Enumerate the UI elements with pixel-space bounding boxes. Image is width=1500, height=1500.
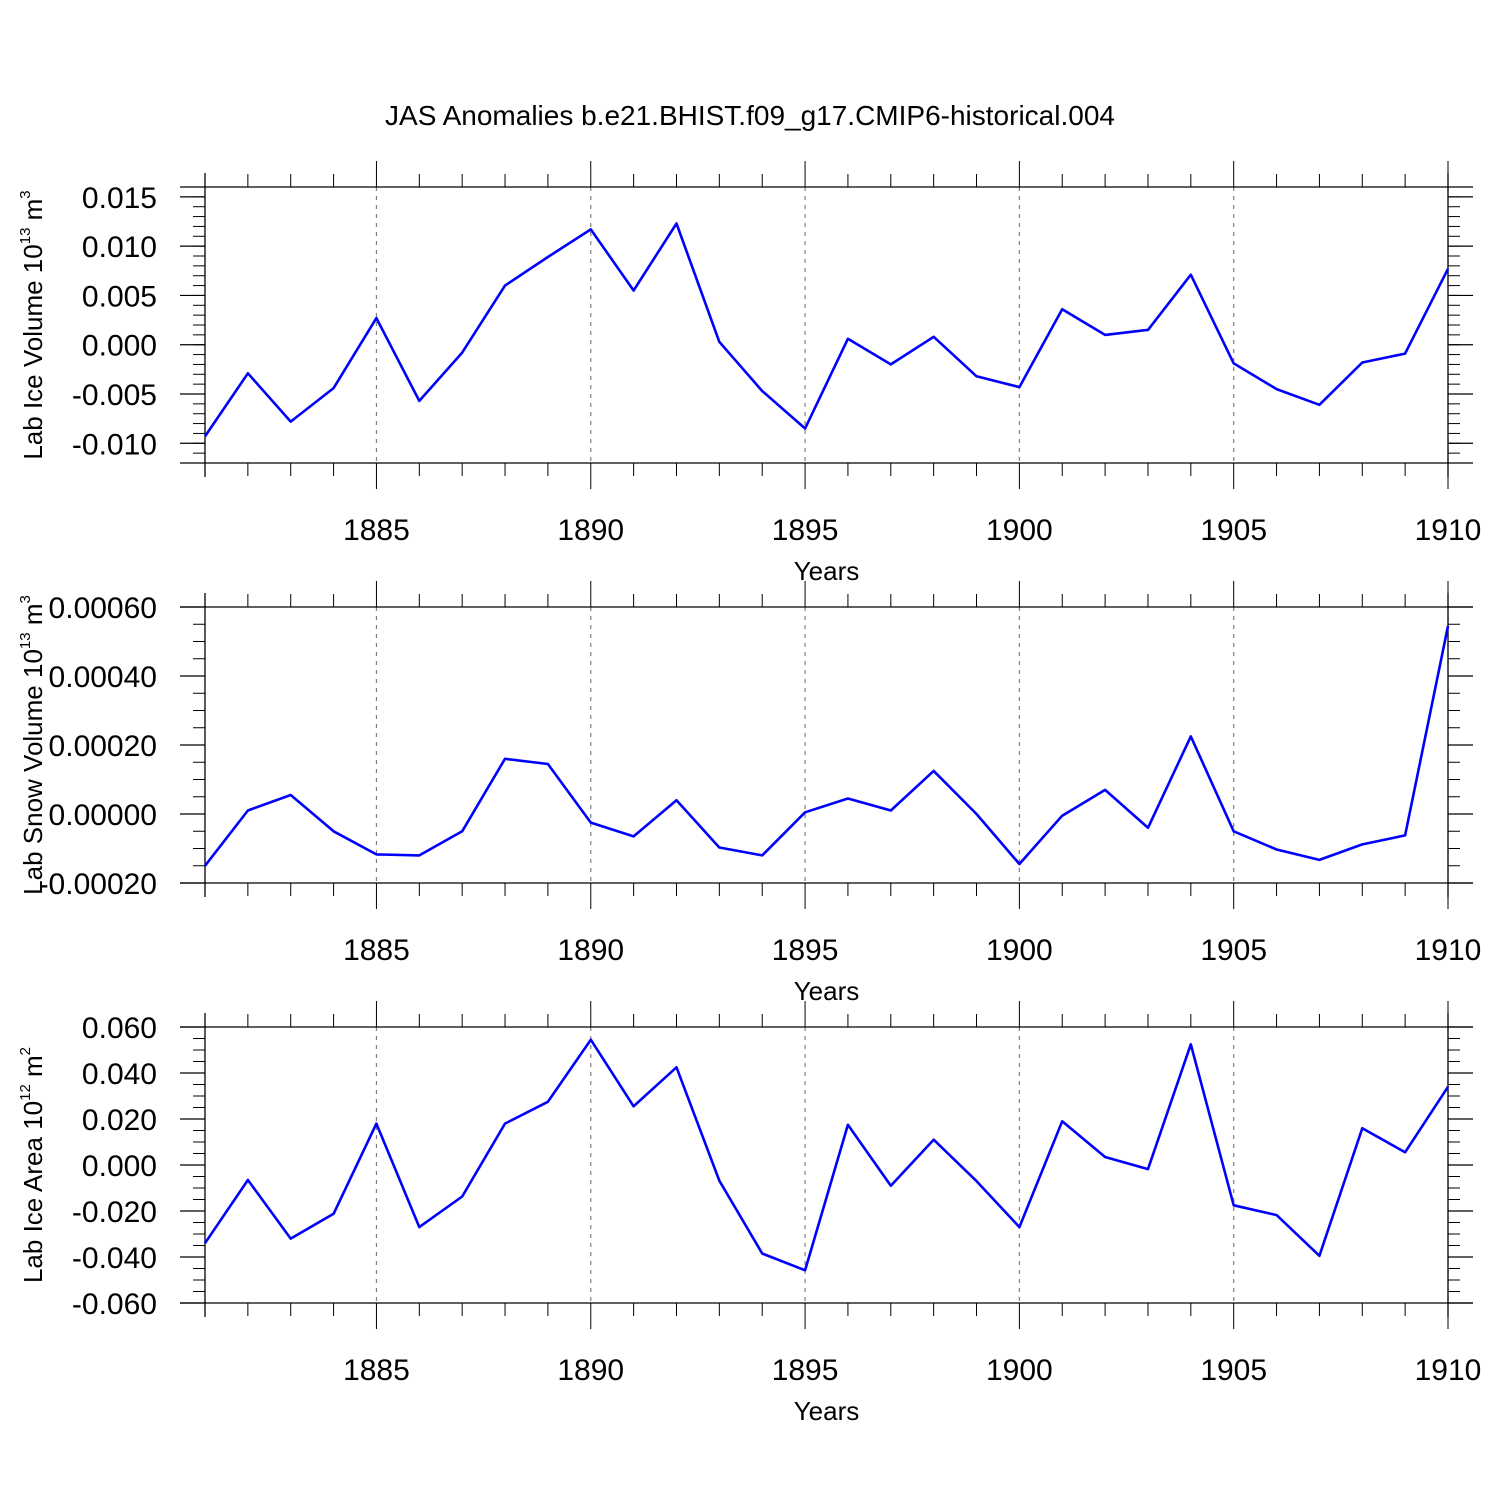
y-tick-label: 0.00000	[49, 799, 157, 832]
y-tick-label: 0.00020	[49, 730, 157, 763]
y-tick-label: 0.015	[82, 182, 157, 215]
x-tick-label: 1890	[557, 934, 624, 967]
y-tick-label: 0.060	[82, 1012, 157, 1045]
x-axis-label: Years	[794, 556, 860, 586]
chart-panel-1: -0.010 -0.005 0.000 0.005 0.010 0.015 1885 1890…	[17, 161, 1481, 586]
y-label-exponent: 13	[17, 632, 34, 649]
x-tick-label: 1900	[986, 1354, 1053, 1387]
y-tick-label: -0.005	[72, 379, 157, 412]
x-tick-label: 1895	[772, 514, 839, 547]
y-tick-label: 0.00060	[49, 592, 157, 625]
x-tick-label: 1910	[1415, 934, 1482, 967]
x-tick-label: 1905	[1200, 1354, 1267, 1387]
x-tick-label: 1905	[1200, 514, 1267, 547]
y-axis-label: Lab Ice Area 1012 m2	[17, 1047, 48, 1283]
y-tick-label: -0.010	[72, 428, 157, 461]
y-label-unit: m	[18, 1055, 48, 1084]
y-tick-label: -0.060	[72, 1288, 157, 1321]
x-tick-label: 1895	[772, 1354, 839, 1387]
y-tick-label: 0.040	[82, 1058, 157, 1091]
y-tick-label: -0.040	[72, 1242, 157, 1275]
x-tick-label: 1885	[343, 514, 410, 547]
y-label-exponent: 13	[17, 228, 34, 245]
y-tick-label: 0.000	[82, 1150, 157, 1183]
x-tick-label: 1890	[557, 1354, 624, 1387]
chart-panel-3: -0.060 -0.040 -0.020 0.000 0.020 0.040 0.060 18…	[17, 1001, 1481, 1426]
x-tick-label: 1885	[343, 934, 410, 967]
series-line	[203, 625, 1450, 867]
y-label-main: Lab Ice Area 10	[18, 1101, 48, 1283]
y-tick-label: 0.000	[82, 330, 157, 363]
x-tick-label: 1895	[772, 934, 839, 967]
y-tick-label: 0.005	[82, 280, 157, 313]
y-label-unit: m	[18, 604, 48, 633]
x-tick-label: 1890	[557, 514, 624, 547]
y-axis-label: Lab Snow Volume 1013 m3	[17, 595, 48, 895]
x-tick-label: 1910	[1415, 514, 1482, 547]
x-tick-label: 1910	[1415, 1354, 1482, 1387]
y-label-main: Lab Ice Volume 10	[18, 244, 48, 459]
y-tick-label: 0.020	[82, 1104, 157, 1137]
x-tick-label: 1900	[986, 934, 1053, 967]
y-tick-label: -0.00020	[39, 868, 157, 901]
y-tick-label: 0.00040	[49, 661, 157, 694]
y-label-unit-exponent: 2	[17, 1047, 34, 1055]
x-axis-label: Years	[794, 1396, 860, 1426]
y-label-unit-exponent: 3	[17, 595, 34, 603]
x-tick-label: 1885	[343, 1354, 410, 1387]
y-label-unit: m	[18, 199, 48, 228]
y-axis-label: Lab Ice Volume 1013 m3	[17, 190, 48, 459]
series-line	[203, 1038, 1450, 1272]
x-tick-label: 1905	[1200, 934, 1267, 967]
y-label-main: Lab Snow Volume 10	[18, 649, 48, 895]
x-axis-label: Years	[794, 976, 860, 1006]
x-tick-label: 1900	[986, 514, 1053, 547]
y-tick-label: 0.010	[82, 231, 157, 264]
chart-panel-2: -0.00020 0.00000 0.00020 0.00040 0.00060 1885…	[17, 581, 1481, 1006]
series-line	[203, 222, 1450, 438]
y-tick-label: -0.020	[72, 1196, 157, 1229]
y-label-exponent: 12	[17, 1084, 34, 1101]
y-label-unit-exponent: 3	[17, 190, 34, 198]
chart-title: JAS Anomalies b.e21.BHIST.f09_g17.CMIP6-…	[385, 100, 1115, 131]
